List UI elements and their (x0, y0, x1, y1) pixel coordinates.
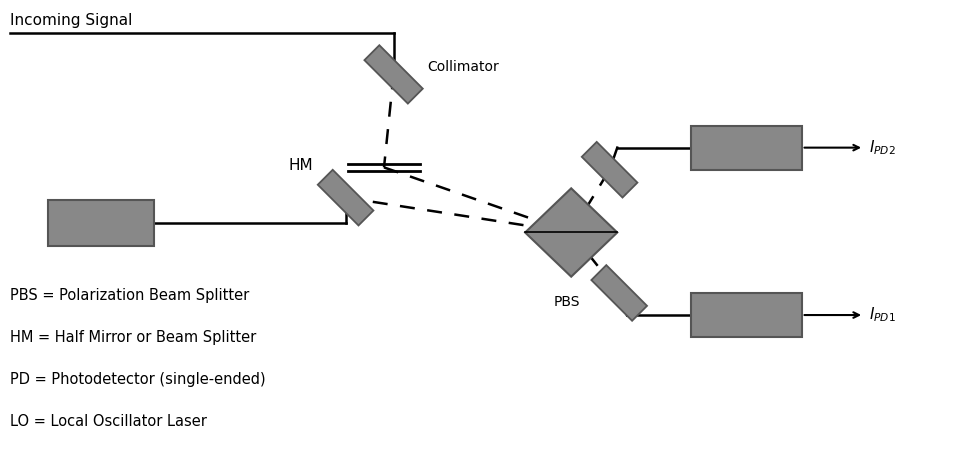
Polygon shape (591, 265, 647, 321)
Bar (48, 200, 154, 246)
Text: HM: HM (288, 158, 313, 173)
Text: PBS = Polarization Beam Splitter: PBS = Polarization Beam Splitter (10, 288, 249, 303)
Polygon shape (582, 142, 637, 198)
Text: PD 2: PD 2 (729, 140, 764, 155)
Text: $I_{PD2}$: $I_{PD2}$ (869, 138, 896, 157)
Text: LO: LO (90, 214, 111, 232)
Polygon shape (525, 188, 617, 277)
Text: PD = Photodetector (single-ended): PD = Photodetector (single-ended) (10, 372, 265, 387)
Text: LO = Local Oscillator Laser: LO = Local Oscillator Laser (10, 414, 206, 429)
Text: PBS: PBS (553, 295, 580, 309)
Bar (691, 126, 802, 170)
Polygon shape (318, 170, 373, 226)
Bar (691, 293, 802, 337)
Text: Incoming Signal: Incoming Signal (10, 13, 132, 28)
Text: PD 1: PD 1 (729, 307, 764, 323)
Polygon shape (365, 45, 422, 104)
Text: $I_{PD1}$: $I_{PD1}$ (869, 306, 896, 325)
Text: Collimator: Collimator (427, 60, 499, 74)
Text: HM = Half Mirror or Beam Splitter: HM = Half Mirror or Beam Splitter (10, 330, 256, 345)
